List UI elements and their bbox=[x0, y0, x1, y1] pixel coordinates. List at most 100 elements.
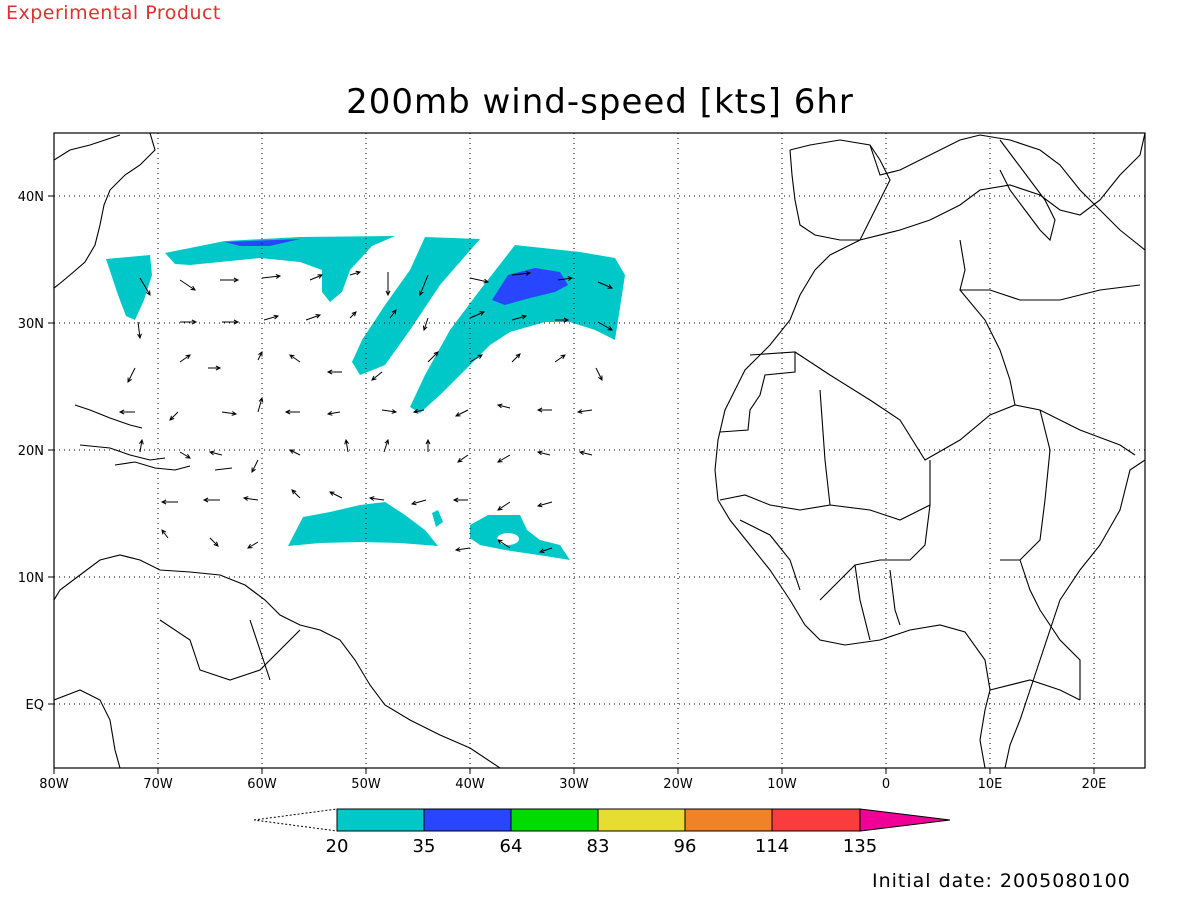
wind-arrow bbox=[597, 281, 614, 289]
colorbar-label-35: 35 bbox=[413, 836, 436, 857]
wind-arrow bbox=[349, 270, 362, 276]
wind-arrow bbox=[160, 499, 178, 505]
lon-label-20w: 20W bbox=[663, 777, 693, 792]
country-border bbox=[719, 351, 796, 433]
wind-arrow bbox=[208, 450, 223, 456]
wind-arrow bbox=[305, 314, 322, 321]
wind-arrow bbox=[247, 541, 259, 549]
wind-arrow bbox=[419, 274, 429, 297]
country-border bbox=[854, 564, 871, 641]
lat-label-40n: 40N bbox=[18, 190, 44, 205]
wind-arrow bbox=[496, 454, 511, 463]
country-border bbox=[719, 389, 831, 511]
south-america-coastline bbox=[54, 554, 501, 768]
lon-label-10w: 10W bbox=[767, 777, 797, 792]
lon-label-0: 0 bbox=[882, 777, 890, 792]
wind-vector-layer bbox=[118, 270, 614, 554]
lon-label-70w: 70W bbox=[143, 777, 173, 792]
wind-arrow bbox=[496, 403, 511, 409]
country-border bbox=[989, 679, 1081, 701]
wind-arrow bbox=[202, 497, 220, 503]
north-america-coastline bbox=[54, 133, 156, 289]
wind-arrow bbox=[263, 314, 280, 321]
wind-area-cyan bbox=[352, 237, 480, 375]
colorbar-label-135: 135 bbox=[843, 836, 877, 857]
wind-arrow bbox=[288, 449, 301, 456]
wind-arrow bbox=[578, 450, 593, 456]
wind-arrow bbox=[427, 351, 439, 363]
wind-arrow bbox=[389, 309, 397, 319]
wind-arrow bbox=[452, 497, 468, 503]
wind-arrow bbox=[127, 367, 136, 384]
wind-shading-layer bbox=[106, 236, 625, 560]
wind-arrow bbox=[536, 501, 553, 508]
wind-arrow bbox=[576, 409, 593, 414]
colorbar-label-96: 96 bbox=[674, 836, 697, 857]
country-border bbox=[794, 351, 1136, 461]
wind-arrow bbox=[368, 496, 385, 501]
wind-arrow bbox=[454, 409, 469, 417]
wind-arrow bbox=[469, 354, 484, 363]
wind-arrow bbox=[139, 277, 151, 297]
wind-arrow bbox=[511, 353, 521, 363]
wind-arrow bbox=[454, 547, 471, 552]
wind-arrow bbox=[457, 454, 469, 463]
wind-arrow bbox=[385, 272, 391, 297]
country-border bbox=[739, 519, 801, 591]
colorbar-cell-35 bbox=[423, 808, 512, 832]
wind-area-hole bbox=[497, 533, 519, 545]
wind-area-cyan bbox=[106, 255, 152, 320]
wind-arrow bbox=[328, 491, 343, 499]
caribbean-island bbox=[79, 444, 166, 461]
wind-arrow bbox=[309, 274, 324, 281]
lat-label-30n: 30N bbox=[18, 317, 44, 332]
colorbar-high-triangle bbox=[859, 808, 951, 832]
wind-arrow bbox=[118, 409, 135, 415]
wind-arrow bbox=[469, 311, 486, 319]
initial-date-label: Initial date: 2005080100 bbox=[872, 870, 1131, 892]
wind-arrow bbox=[557, 276, 574, 281]
colorbar-label-20: 20 bbox=[326, 836, 349, 857]
wind-arrow bbox=[220, 277, 240, 283]
lat-label-10n: 10N bbox=[18, 571, 44, 586]
lon-label-10e: 10E bbox=[978, 777, 1003, 792]
country-border bbox=[819, 504, 931, 601]
wind-arrow bbox=[289, 354, 301, 363]
colorbar-cell-96 bbox=[684, 808, 773, 832]
wind-arrow bbox=[349, 311, 357, 319]
wind-arrow bbox=[222, 319, 240, 325]
wind-arrow bbox=[511, 314, 528, 321]
experimental-product-label: Experimental Product bbox=[6, 2, 221, 24]
country-border bbox=[829, 460, 931, 521]
wind-arrow bbox=[284, 409, 300, 415]
lat-label-eq: EQ bbox=[26, 698, 44, 713]
lon-label-20e: 20E bbox=[1082, 777, 1107, 792]
colorbar-cell-114 bbox=[771, 808, 861, 832]
wind-arrow bbox=[137, 321, 142, 340]
wind-arrow bbox=[511, 271, 532, 276]
grid-layer bbox=[54, 133, 1145, 768]
south-america-border bbox=[249, 619, 271, 681]
wind-arrow bbox=[536, 407, 552, 413]
wind-arrow bbox=[179, 451, 191, 459]
wind-area-cyan bbox=[288, 502, 438, 546]
africa-coastline bbox=[1004, 459, 1145, 768]
country-border bbox=[1019, 559, 1081, 700]
colorbar-cell-20 bbox=[336, 808, 425, 832]
wind-arrow bbox=[257, 396, 264, 413]
wind-arrow bbox=[422, 317, 429, 332]
wind-arrow bbox=[261, 274, 282, 279]
wind-arrow bbox=[381, 409, 398, 414]
wind-arrow bbox=[597, 321, 613, 331]
europe-coastline bbox=[789, 134, 1145, 251]
lon-label-60w: 60W bbox=[247, 777, 277, 792]
wind-arrow bbox=[538, 547, 553, 554]
wind-arrow bbox=[410, 499, 427, 506]
wind-arrow bbox=[326, 369, 342, 375]
wind-arrow bbox=[169, 411, 179, 421]
colorbar-label-83: 83 bbox=[587, 836, 610, 857]
country-border bbox=[889, 569, 901, 626]
lat-label-20n: 20N bbox=[18, 444, 44, 459]
country-border bbox=[1000, 409, 1051, 561]
